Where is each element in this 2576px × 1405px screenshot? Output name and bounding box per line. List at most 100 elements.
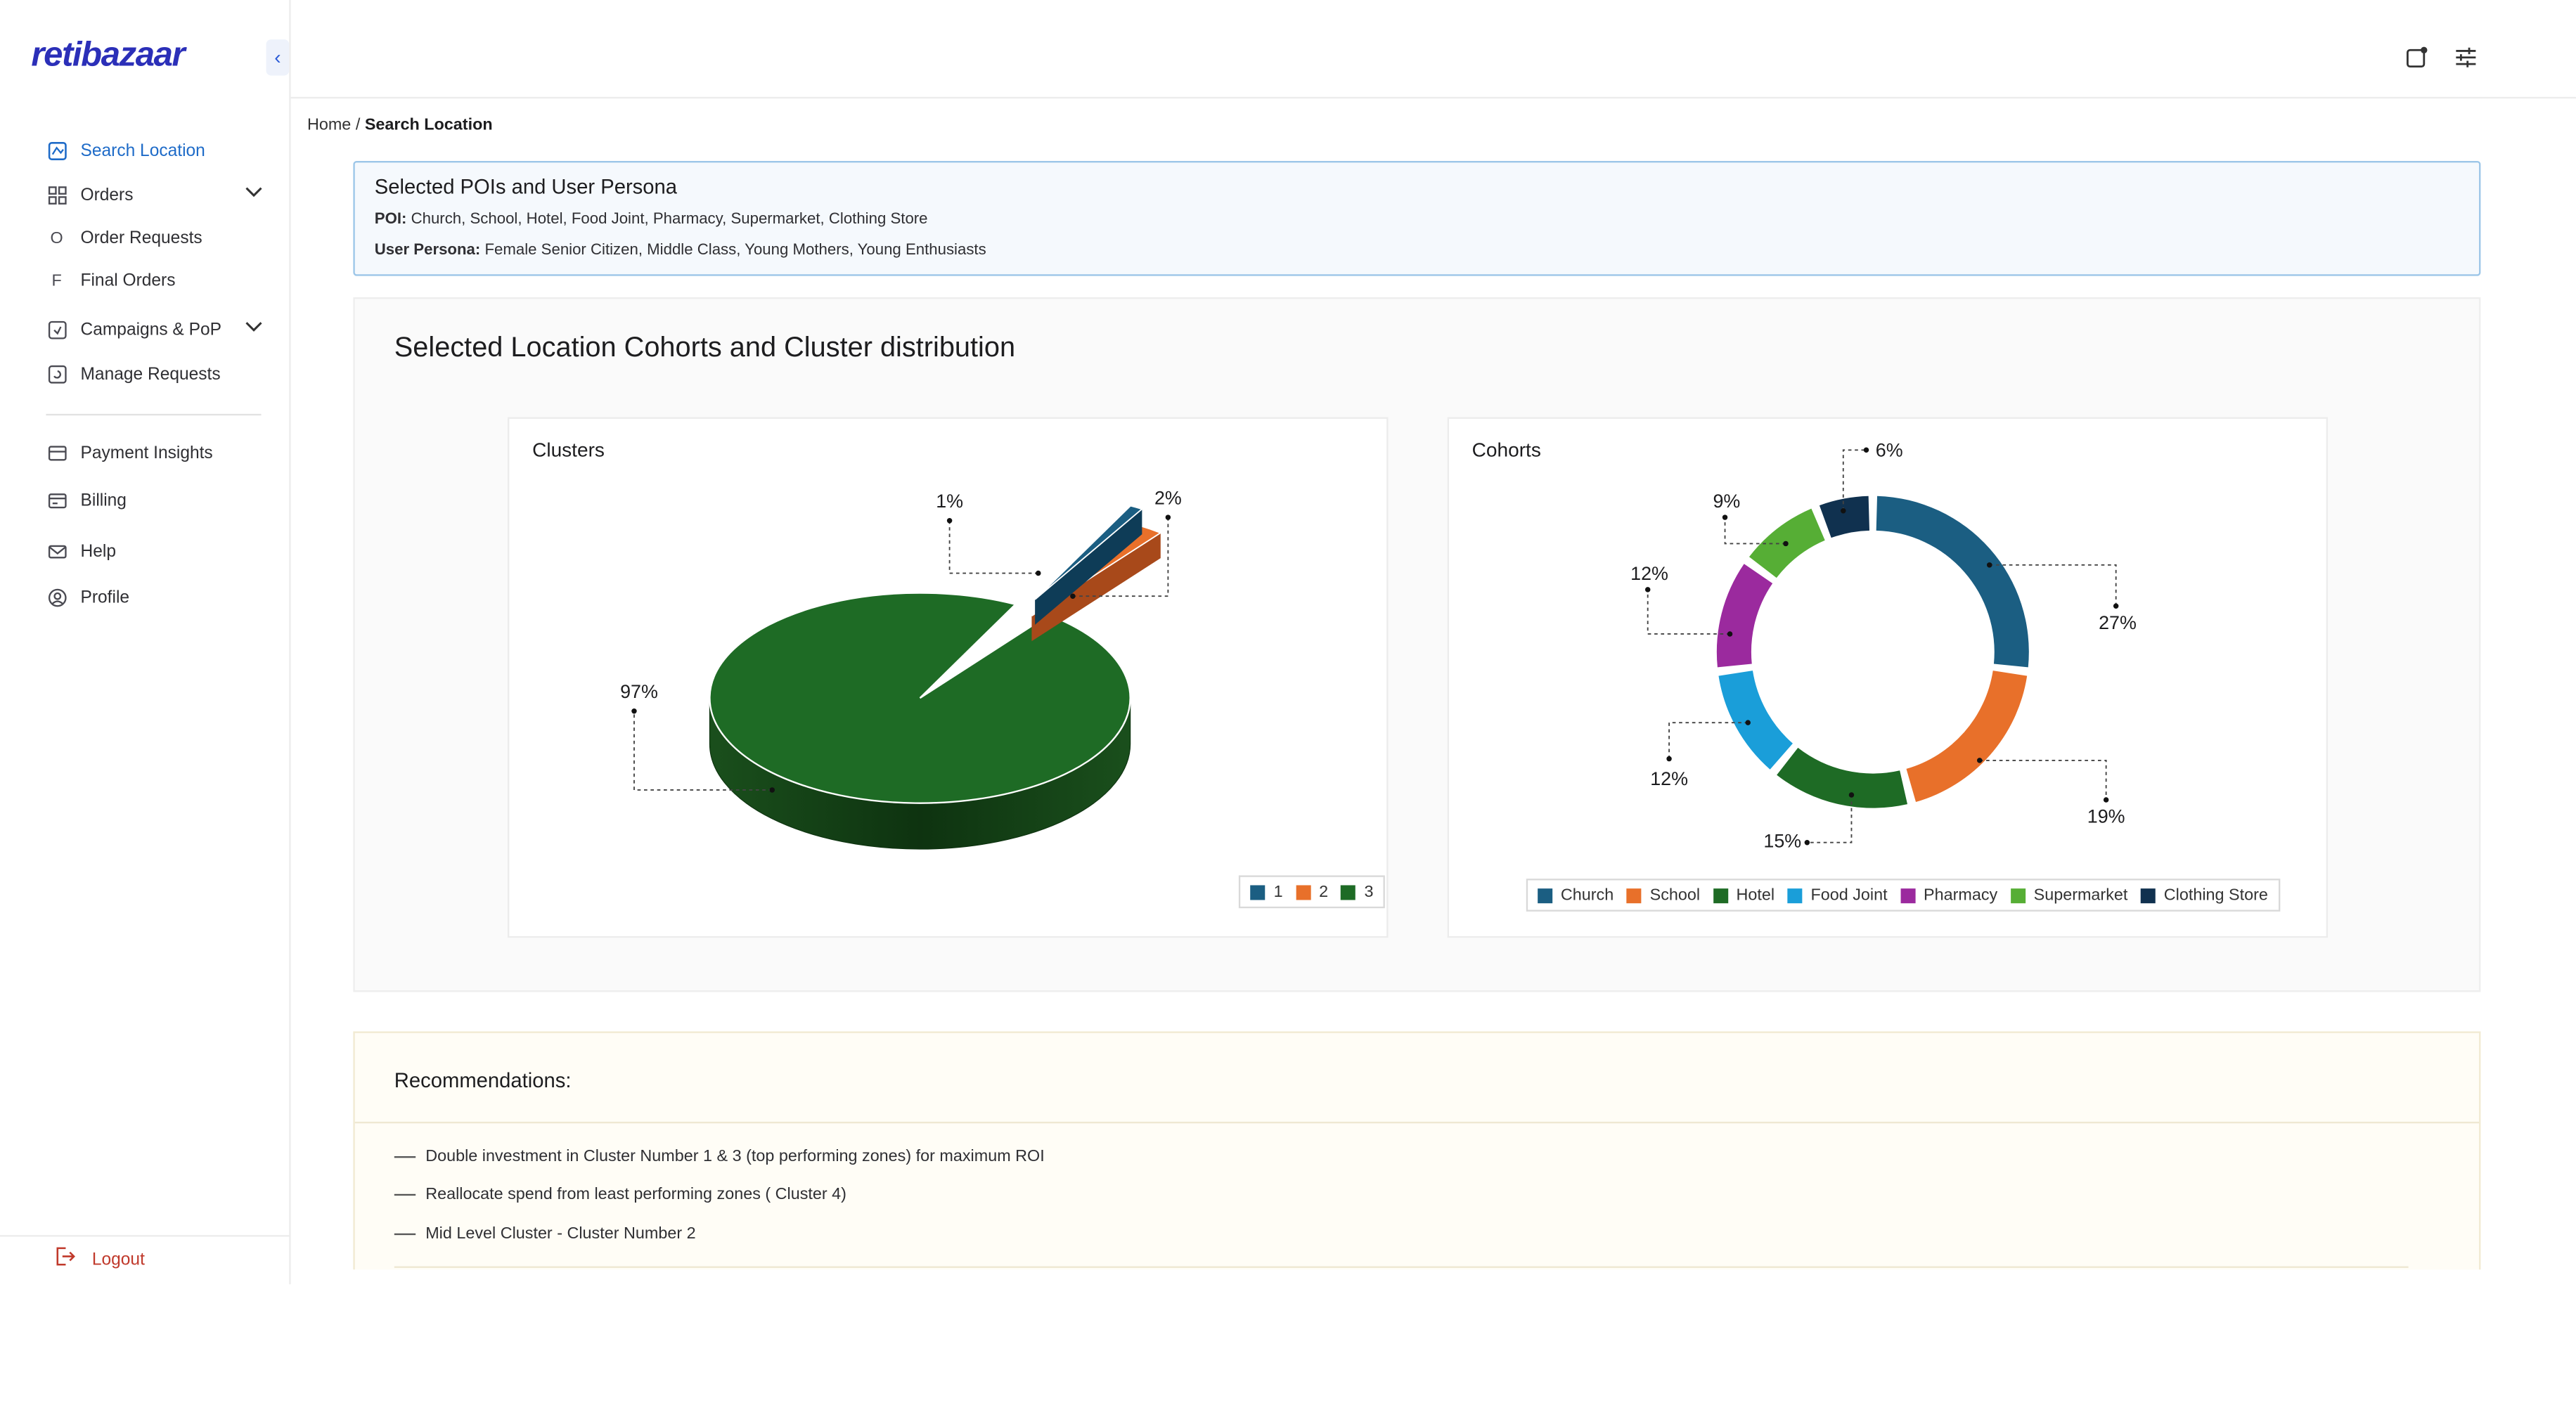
leader-dot <box>1783 540 1789 547</box>
leader-line <box>948 520 1038 574</box>
persona-line: User Persona: Female Senior Citizen, Mid… <box>375 241 986 259</box>
sidebar-item-search-location[interactable]: Search Location <box>46 138 205 164</box>
sidebar-item-label: Final Orders <box>80 271 176 291</box>
legend-label: 2 <box>1319 882 1329 901</box>
poi-value: Church, School, Hotel, Food Joint, Pharm… <box>411 210 928 228</box>
sidebar-item-payment-insights[interactable]: Payment Insights <box>46 440 213 466</box>
header-divider <box>290 96 2576 99</box>
sidebar-item-label: Manage Requests <box>80 364 221 384</box>
sidebar-item-manage-requests[interactable]: Manage Requests <box>46 361 221 387</box>
leader-dot <box>2113 603 2119 609</box>
breadcrumb-home[interactable]: Home <box>307 116 352 135</box>
sidebar-item-label: Billing <box>80 491 127 511</box>
sidebar-item-campaigns[interactable]: Campaigns & PoP <box>46 317 221 343</box>
legend-swatch <box>1713 887 1728 903</box>
sidebar-item-order-requests[interactable]: O Order Requests <box>46 225 202 251</box>
leader-dot <box>1841 507 1846 514</box>
leader-line <box>1724 517 1786 545</box>
chevron-left-icon: ‹ <box>274 46 281 70</box>
legend-item[interactable]: Pharmacy <box>1900 886 1997 904</box>
sidebar: retibazaar ‹ Search Location Orders O Or… <box>0 0 291 1285</box>
legend-item[interactable]: Church <box>1538 886 1614 905</box>
leader-dot <box>1727 631 1733 637</box>
chevron-down-icon[interactable] <box>245 186 263 204</box>
leader-dot <box>1976 758 1983 763</box>
distribution-panel: Selected Location Cohorts and Cluster di… <box>353 297 2481 992</box>
legend-swatch <box>1250 884 1266 900</box>
legend-label: School <box>1649 886 1701 905</box>
persona-label: User Persona: <box>374 241 481 260</box>
leader-line <box>1979 759 2107 800</box>
leader-dot <box>1666 756 1672 762</box>
sidebar-item-final-orders[interactable]: F Final Orders <box>46 268 175 294</box>
cluster-1-side[interactable] <box>1035 509 1142 625</box>
leader-dot <box>1644 587 1651 593</box>
cohorts-title: Cohorts <box>1471 438 1541 462</box>
notification-icon[interactable] <box>2405 46 2428 69</box>
data-label: 15% <box>1763 831 1801 852</box>
grid-icon <box>46 185 67 206</box>
cohorts-donut-chart: 27% 19% 15% 12% 12% 9% 6% <box>1630 440 2137 852</box>
filter-settings-icon[interactable] <box>2454 46 2478 69</box>
logout-button[interactable]: Logout <box>54 1247 145 1271</box>
sidebar-item-label: Campaigns & PoP <box>80 320 221 340</box>
data-label: 19% <box>2087 806 2125 827</box>
cohort-slice[interactable] <box>1906 671 2028 803</box>
recommendation-text: Reallocate spend from least performing z… <box>425 1186 846 1204</box>
breadcrumb-separator: / <box>355 116 361 135</box>
legend-item[interactable]: Hotel <box>1713 886 1775 904</box>
chevron-down-icon[interactable] <box>245 321 263 339</box>
legend-item[interactable]: 3 <box>1341 883 1373 901</box>
cohort-slice[interactable] <box>1876 496 2029 668</box>
collapse-sidebar-button[interactable]: ‹ <box>266 39 290 76</box>
cluster-2-side[interactable] <box>1031 533 1161 642</box>
sidebar-item-profile[interactable]: Profile <box>46 585 129 611</box>
legend-swatch <box>1538 887 1553 903</box>
cluster-1-slice[interactable] <box>1034 505 1144 600</box>
sidebar-item-orders[interactable]: Orders <box>46 182 133 208</box>
user-circle-icon <box>46 587 67 608</box>
cohort-slice[interactable] <box>1716 564 1773 668</box>
legend-item[interactable]: Supermarket <box>2010 886 2127 904</box>
recommendations-bottom-divider <box>394 1266 2409 1268</box>
sidebar-item-label: Orders <box>80 186 134 206</box>
cohort-slice[interactable] <box>1819 496 1870 538</box>
sidebar-item-billing[interactable]: Billing <box>46 488 127 514</box>
leader-dot <box>1804 839 1810 846</box>
leader-dot <box>1070 593 1076 599</box>
app-logo[interactable]: retibazaar <box>31 36 185 75</box>
legend-item[interactable]: Food Joint <box>1787 886 1888 904</box>
leader-line <box>1807 794 1853 843</box>
legend-item[interactable]: Clothing Store <box>2141 886 2268 904</box>
sidebar-item-help[interactable]: Help <box>46 538 116 564</box>
leader-dot <box>1745 720 1751 725</box>
panel-title: Selected Location Cohorts and Cluster di… <box>394 332 1016 363</box>
logout-divider <box>0 1235 291 1237</box>
leader-dot <box>1036 570 1041 576</box>
sidebar-item-label: Help <box>80 542 116 562</box>
dash-icon <box>394 1233 416 1236</box>
logout-icon <box>54 1247 75 1271</box>
legend-label: Church <box>1560 886 1614 905</box>
mail-icon <box>46 541 67 562</box>
cohort-slice[interactable] <box>1777 747 1908 808</box>
leader-line <box>1668 722 1749 759</box>
legend-label: 1 <box>1273 882 1283 901</box>
sidebar-item-prefix: F <box>51 271 62 290</box>
recommendation-item: Mid Level Cluster - Cluster Number 2 <box>394 1225 696 1243</box>
data-label: 2% <box>1154 487 1182 508</box>
recommendation-item: Reallocate spend from least performing z… <box>394 1186 846 1204</box>
sidebar-item-label: Search Location <box>80 141 205 161</box>
dash-icon <box>394 1193 416 1196</box>
legend-item[interactable]: 1 <box>1250 882 1283 901</box>
cluster-3-slice[interactable] <box>709 592 1131 804</box>
leader-dot <box>631 708 637 714</box>
legend-item[interactable]: School <box>1626 886 1701 905</box>
dash-icon <box>394 1156 416 1158</box>
cohort-slice[interactable] <box>1718 671 1793 770</box>
campaign-icon <box>46 319 67 340</box>
legend-swatch <box>1296 884 1311 900</box>
legend-item[interactable]: 2 <box>1296 883 1328 901</box>
leader-dot <box>946 517 953 524</box>
data-label: 97% <box>620 681 658 702</box>
